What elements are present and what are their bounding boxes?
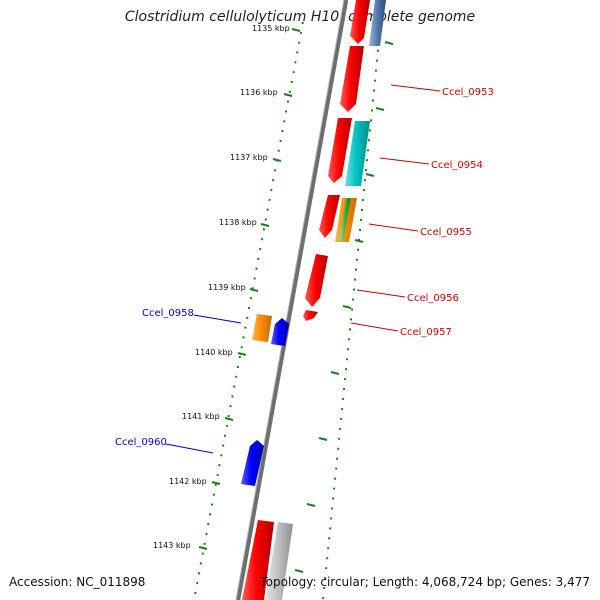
cds-feature[interactable] (265, 522, 293, 600)
leader-line (193, 314, 242, 324)
cds-feature[interactable] (339, 198, 351, 242)
leader-line (165, 443, 214, 454)
leader-line (379, 157, 430, 165)
leader-line (356, 289, 406, 298)
tick-mark (237, 352, 247, 356)
cds-feature-ccel-0958[interactable] (252, 314, 272, 342)
accession-text: Accession: NC_011898 (9, 575, 146, 589)
tick-mark (249, 288, 259, 292)
tick-mark (318, 437, 328, 441)
tick-mark (283, 93, 293, 97)
gene-label-ccel-0960[interactable]: Ccel_0960 (115, 437, 167, 448)
cds-feature[interactable] (328, 118, 352, 183)
gene-label-ccel-0955[interactable]: Ccel_0955 (420, 227, 472, 238)
tick-label: 1143 kbp (153, 541, 191, 550)
tick-mark (224, 417, 234, 421)
tick-label: 1136 kbp (240, 88, 278, 97)
tick-mark (306, 503, 316, 507)
tick-mark (342, 305, 352, 309)
scale-ticks: 1135 kbp 1136 kbp 1137 kbp 1138 kbp 1139… (153, 24, 394, 573)
gene-label-leaders (165, 84, 441, 454)
genome-backbone-highlight (235, 0, 345, 600)
genome-backbone (235, 0, 349, 600)
tick-mark (330, 371, 340, 375)
tick-label: 1140 kbp (195, 348, 233, 357)
leader-line (368, 223, 419, 232)
gene-label-ccel-0954[interactable]: Ccel_0954 (431, 160, 483, 171)
tick-mark (354, 239, 364, 243)
tick-label: 1139 kbp (208, 283, 246, 292)
reverse-tick-track (193, 21, 304, 600)
cds-feature-ccel-0956[interactable] (305, 254, 328, 307)
tick-label: 1138 kbp (219, 218, 257, 227)
forward-strand-features (303, 0, 386, 321)
tick-mark (294, 569, 304, 573)
map-title: Clostridium cellulolyticum H10, complete… (124, 9, 476, 25)
leader-line (350, 322, 399, 332)
tick-mark (384, 41, 394, 45)
tick-mark (375, 107, 385, 111)
cds-feature-ccel-0954[interactable] (345, 121, 370, 186)
gene-labels: Ccel_0953 Ccel_0954 Ccel_0955 Ccel_0956 … (115, 87, 494, 448)
cds-feature[interactable] (319, 195, 340, 238)
tick-mark (291, 28, 301, 32)
forward-tick-track (322, 0, 384, 600)
tick-label: 1137 kbp (230, 153, 268, 162)
tick-label: 1135 kbp (252, 24, 290, 33)
cds-feature-ccel-0957[interactable] (303, 310, 318, 321)
tick-mark (260, 223, 270, 227)
tick-label: 1141 kbp (182, 412, 220, 421)
tick-mark (365, 173, 375, 177)
tick-mark (211, 481, 221, 485)
cds-feature[interactable] (369, 0, 386, 46)
cds-feature[interactable] (350, 0, 370, 44)
tick-mark (198, 546, 208, 550)
gene-label-ccel-0958[interactable]: Ccel_0958 (142, 308, 194, 319)
cds-feature-ccel-0960[interactable] (241, 440, 264, 486)
cds-feature-ccel-0953[interactable] (340, 46, 364, 112)
reverse-strand-features (241, 314, 293, 600)
gene-label-ccel-0953[interactable]: Ccel_0953 (442, 87, 494, 98)
cds-feature[interactable] (242, 520, 274, 600)
gene-label-ccel-0957[interactable]: Ccel_0957 (400, 327, 452, 338)
gene-label-ccel-0956[interactable]: Ccel_0956 (407, 293, 459, 304)
tick-label: 1142 kbp (169, 477, 207, 486)
genome-stats-text: Topology: circular; Length: 4,068,724 bp… (260, 575, 590, 589)
leader-line (390, 84, 441, 92)
tick-mark (272, 158, 282, 162)
cds-feature[interactable] (271, 318, 289, 346)
